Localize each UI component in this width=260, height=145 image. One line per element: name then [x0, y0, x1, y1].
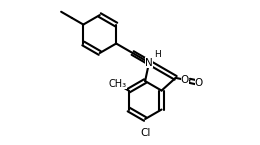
Text: O: O — [181, 76, 189, 85]
Text: Cl: Cl — [140, 128, 150, 138]
Text: N: N — [145, 58, 153, 68]
Text: H: H — [154, 50, 161, 59]
Text: O: O — [195, 78, 203, 88]
Text: CH₃: CH₃ — [109, 79, 127, 89]
